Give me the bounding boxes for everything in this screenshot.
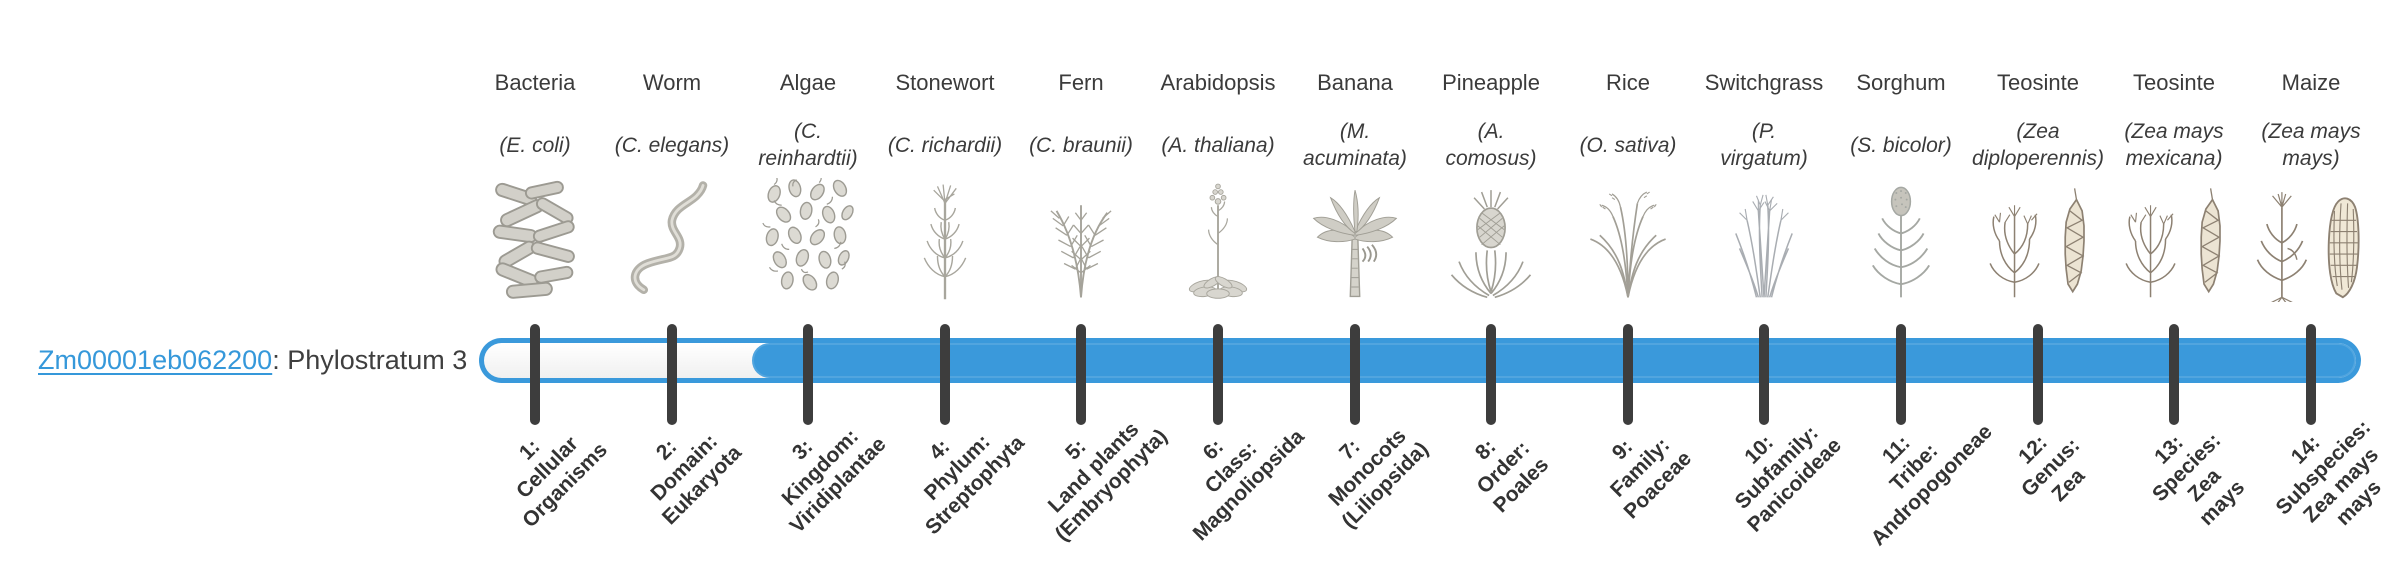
stratum-column-9: Rice (O. sativa) 9: Family: Poaceae: [1562, 0, 1697, 580]
organism-common-name: Switchgrass: [1704, 70, 1824, 95]
stratum-tick: [1350, 324, 1360, 425]
stratum-tick: [1759, 324, 1769, 425]
stratum-column-7: Banana (M. acuminata) 7: Monocots (Lilio…: [1289, 0, 1433, 580]
stratum-rank-label: 2: Domain: Eukaryota: [646, 429, 747, 530]
stratum-column-1: Bacteria (E. coli) 1: Cellular Organisms: [469, 0, 612, 580]
organism-species-name: (S. bicolor): [1850, 133, 1952, 157]
teosinte-illustration: [1972, 176, 2104, 302]
stratum-rank-label: 6: Class: Magnoliopsida: [1188, 425, 1309, 546]
organism-common-name: Stonewort: [895, 70, 995, 95]
organism-common-name: Rice: [1605, 70, 1650, 95]
phylostrata-bar: [479, 338, 2361, 383]
stratum-rank-label: 13: Species: Zea mays: [2147, 428, 2249, 531]
stratum-tick: [803, 324, 813, 425]
stratum-tick: [1213, 324, 1223, 425]
stratum-tick: [1486, 324, 1496, 425]
organism-species-name: (P. virgatum): [1720, 120, 1808, 170]
stratum-column-2: Worm (C. elegans) 2: Domain: Eukaryota: [606, 0, 746, 580]
stonewort-illustration: [879, 176, 1011, 302]
stratum-tick: [1623, 324, 1633, 425]
stratum-rank-label: 5: Land plants (Embryophyta): [1043, 417, 1172, 546]
organism-species-name: (C. braunii): [1029, 133, 1133, 157]
stratum-column-13: Teosinte (Zea mays mexicana) 13: Species…: [2108, 0, 2249, 580]
algae-illustration: [742, 176, 874, 302]
organism-common-name: Pineapple: [1442, 70, 1540, 95]
organism-species-name: (M. acuminata): [1303, 120, 1407, 170]
organism-species-name: (Zea mays mays): [2261, 120, 2361, 170]
organism-species-name: (C. reinhardtii): [758, 120, 858, 170]
organism-species-name: (O. sativa): [1579, 133, 1677, 157]
stratum-rank-label: 10: Subfamily: Panicoideae: [1730, 421, 1846, 537]
worm-illustration: [606, 176, 738, 302]
organism-species-name: (E. coli): [499, 133, 571, 157]
stratum-tick: [2169, 324, 2179, 425]
stratum-tick: [1896, 324, 1906, 425]
organism-species-name: (Zea diploperennis): [1972, 120, 2104, 170]
switchgrass-illustration: [1698, 176, 1830, 302]
gene-label: Zm00001eb062200: Phylostratum 3: [38, 337, 467, 383]
organism-common-name: Sorghum: [1856, 70, 1946, 95]
stratum-rank-label: 8: Order: Poales: [1471, 435, 1554, 518]
organism-common-name: Teosinte: [1997, 70, 2079, 95]
stratum-tick: [2033, 324, 2043, 425]
arabidopsis-illustration: [1152, 176, 1284, 302]
stratum-column-3: Algae (C. reinhardtii) 3: Kingdom: Virid…: [742, 0, 890, 580]
fern-illustration: [1015, 176, 1147, 302]
stratum-rank-label: 12: Genus: Zea: [2013, 430, 2090, 507]
stratum-column-11: Sorghum (S. bicolor) 11: Tribe: Andropog…: [1835, 0, 1996, 580]
organism-common-name: Banana: [1317, 70, 1393, 95]
stratum-column-6: Arabidopsis (A. thaliana) 6: Class: Magn…: [1152, 0, 1309, 580]
organism-common-name: Maize: [2281, 70, 2341, 95]
organism-common-name: Algae: [779, 70, 837, 95]
stratum-rank-label: 4: Phylum: Streptophyta: [920, 430, 1030, 540]
stratum-rank-label: 14: Subspecies: Zea mays mays: [2271, 415, 2386, 530]
stratum-tick: [2306, 324, 2316, 425]
rice-illustration: [1562, 176, 1694, 302]
organism-species-name: (Zea mays mexicana): [2124, 120, 2224, 170]
stratum-tick: [667, 324, 677, 425]
stratum-rank-label: 3: Kingdom: Viridiplantae: [777, 424, 891, 538]
stratum-column-5: Fern (C. braunii) 5: Land plants (Embryo…: [1015, 0, 1172, 580]
pineapple-illustration: [1425, 176, 1557, 302]
organism-common-name: Fern: [1058, 70, 1104, 95]
stratum-column-12: Teosinte (Zea diploperennis) 12: Genus: …: [1972, 0, 2104, 580]
phylostrata-bar-fill: [752, 343, 2356, 378]
stratum-tick: [940, 324, 950, 425]
gene-phylostratum-text: : Phylostratum 3: [272, 344, 468, 375]
stratum-rank-label: 9: Family: Poaceae: [1606, 433, 1697, 524]
bacteria-illustration: [469, 176, 601, 302]
organism-common-name: Bacteria: [494, 70, 576, 95]
stratum-column-14: Maize (Zea mays mays) 14: Subspecies: Ze…: [2245, 0, 2386, 580]
stratum-rank-label: 7: Monocots (Liliopsida): [1324, 424, 1433, 533]
stratum-column-10: Switchgrass (P. virgatum) 10: Subfamily:…: [1698, 0, 1846, 580]
banana-illustration: [1289, 176, 1421, 302]
stratum-column-4: Stonewort (C. richardii) 4: Phylum: Stre…: [879, 0, 1029, 580]
stratum-column-8: Pineapple (A. comosus) 8: Order: Poales: [1425, 0, 1557, 580]
organism-common-name: Worm: [642, 70, 702, 95]
organism-species-name: (C. elegans): [614, 133, 730, 157]
organism-common-name: Teosinte: [2133, 70, 2215, 95]
stratum-tick: [1076, 324, 1086, 425]
organism-species-name: (C. richardii): [887, 133, 1003, 157]
organism-common-name: Arabidopsis: [1160, 70, 1276, 95]
organism-species-name: (A. thaliana): [1161, 133, 1275, 157]
maize-illustration: [2245, 176, 2377, 302]
sorghum-illustration: [1835, 176, 1967, 302]
teosinte-illustration: [2108, 176, 2240, 302]
organism-species-name: (A. comosus): [1445, 120, 1537, 170]
stratum-tick: [530, 324, 540, 425]
stratum-rank-label: 1: Cellular Organisms: [512, 432, 613, 533]
gene-id-link[interactable]: Zm00001eb062200: [38, 344, 273, 375]
